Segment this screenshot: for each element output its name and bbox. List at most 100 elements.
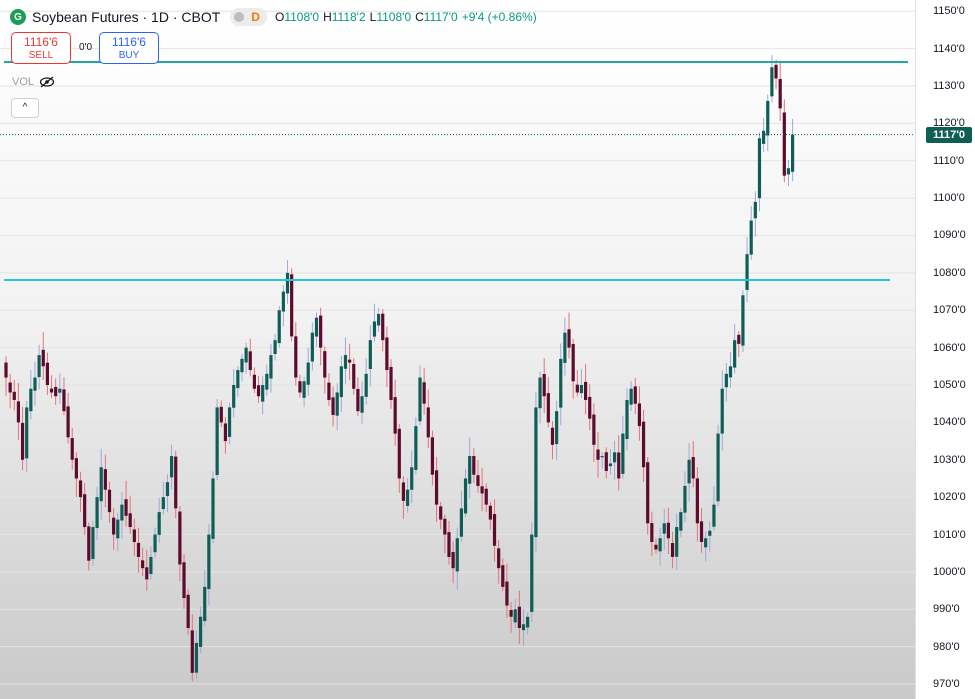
candle-body[interactable] bbox=[782, 112, 786, 176]
candle-body[interactable] bbox=[248, 351, 252, 371]
candle-body[interactable] bbox=[641, 421, 646, 468]
candle-body[interactable] bbox=[600, 456, 604, 458]
candle-body[interactable] bbox=[538, 377, 542, 409]
candle-body[interactable] bbox=[774, 64, 778, 79]
candle-body[interactable] bbox=[724, 373, 728, 388]
candle-body[interactable] bbox=[327, 382, 331, 400]
candle-body[interactable] bbox=[256, 385, 261, 397]
candle-body[interactable] bbox=[513, 609, 517, 623]
candle-body[interactable] bbox=[555, 411, 559, 445]
candle-body[interactable] bbox=[596, 449, 600, 460]
candle-body[interactable] bbox=[414, 426, 418, 470]
candle-body[interactable] bbox=[749, 220, 753, 255]
price-axis[interactable] bbox=[915, 0, 975, 699]
candle-body[interactable] bbox=[584, 381, 588, 400]
candle-body[interactable] bbox=[302, 381, 306, 398]
candle-body[interactable] bbox=[439, 506, 443, 520]
candle-body[interactable] bbox=[236, 370, 240, 389]
candle-body[interactable] bbox=[244, 347, 248, 363]
candle-body[interactable] bbox=[401, 482, 406, 501]
candle-body[interactable] bbox=[335, 392, 339, 416]
candle-body[interactable] bbox=[542, 374, 546, 397]
candle-body[interactable] bbox=[488, 505, 492, 520]
candle-body[interactable] bbox=[766, 100, 770, 136]
candle-body[interactable] bbox=[484, 488, 488, 505]
candle-body[interactable] bbox=[455, 538, 459, 572]
candle-body[interactable] bbox=[770, 67, 774, 97]
candle-body[interactable] bbox=[281, 291, 285, 312]
candle-body[interactable] bbox=[232, 385, 236, 408]
candle-body[interactable] bbox=[385, 337, 389, 371]
candle-body[interactable] bbox=[95, 497, 99, 528]
interval-pill[interactable]: D bbox=[230, 8, 267, 26]
candle-body[interactable] bbox=[215, 407, 219, 475]
candle-body[interactable] bbox=[691, 457, 695, 479]
candle-body[interactable] bbox=[468, 456, 472, 484]
candle-body[interactable] bbox=[277, 310, 281, 344]
candle-body[interactable] bbox=[8, 382, 12, 393]
candle-body[interactable] bbox=[451, 551, 455, 569]
candle-body[interactable] bbox=[372, 321, 377, 337]
candle-body[interactable] bbox=[447, 532, 451, 557]
candle-body[interactable] bbox=[733, 340, 737, 368]
candle-body[interactable] bbox=[704, 538, 708, 548]
candle-body[interactable] bbox=[25, 407, 29, 459]
candle-body[interactable] bbox=[571, 343, 575, 382]
candle-body[interactable] bbox=[227, 407, 232, 437]
candle-body[interactable] bbox=[410, 467, 414, 490]
candle-body[interactable] bbox=[356, 388, 360, 412]
candle-body[interactable] bbox=[33, 377, 37, 391]
candle-body[interactable] bbox=[509, 609, 513, 617]
candle-body[interactable] bbox=[712, 504, 716, 527]
candle-body[interactable] bbox=[190, 630, 194, 673]
candle-body[interactable] bbox=[592, 414, 596, 445]
candle-body[interactable] bbox=[675, 527, 679, 557]
candle-body[interactable] bbox=[699, 521, 704, 543]
candle-body[interactable] bbox=[29, 388, 33, 412]
candle-body[interactable] bbox=[617, 452, 621, 479]
candle-body[interactable] bbox=[145, 567, 149, 580]
candle-body[interactable] bbox=[157, 512, 161, 535]
candle-body[interactable] bbox=[505, 581, 509, 606]
candle-body[interactable] bbox=[269, 355, 273, 379]
price-chart[interactable] bbox=[0, 0, 915, 699]
candle-body[interactable] bbox=[306, 362, 310, 385]
volume-indicator[interactable]: VOL bbox=[12, 76, 55, 88]
candle-body[interactable] bbox=[240, 358, 244, 373]
candle-body[interactable] bbox=[20, 422, 25, 460]
candle-body[interactable] bbox=[650, 523, 654, 543]
candle-body[interactable] bbox=[207, 534, 211, 590]
candle-body[interactable] bbox=[323, 351, 327, 378]
candle-body[interactable] bbox=[463, 478, 468, 514]
candle-body[interactable] bbox=[310, 332, 314, 362]
candle-body[interactable] bbox=[360, 396, 364, 413]
candle-body[interactable] bbox=[120, 504, 124, 521]
candle-body[interactable] bbox=[174, 456, 178, 509]
candle-body[interactable] bbox=[741, 295, 745, 346]
candle-body[interactable] bbox=[364, 373, 368, 397]
candle-body[interactable] bbox=[128, 513, 132, 528]
candle-body[interactable] bbox=[99, 467, 103, 502]
candle-body[interactable] bbox=[422, 382, 426, 404]
candle-body[interactable] bbox=[83, 494, 87, 528]
candle-body[interactable] bbox=[745, 254, 749, 290]
candle-body[interactable] bbox=[219, 406, 223, 423]
candle-body[interactable] bbox=[687, 459, 691, 484]
candle-body[interactable] bbox=[331, 397, 335, 415]
candle-body[interactable] bbox=[666, 522, 670, 539]
candle-body[interactable] bbox=[737, 334, 741, 344]
candle-body[interactable] bbox=[728, 366, 733, 378]
candle-body[interactable] bbox=[70, 438, 74, 460]
candle-body[interactable] bbox=[418, 377, 422, 422]
candle-body[interactable] bbox=[41, 349, 45, 367]
candle-body[interactable] bbox=[637, 403, 642, 427]
candle-body[interactable] bbox=[625, 399, 629, 440]
candle-body[interactable] bbox=[397, 428, 401, 479]
candle-body[interactable] bbox=[198, 616, 203, 647]
collapse-button[interactable]: ^ bbox=[11, 98, 39, 118]
candle-body[interactable] bbox=[182, 562, 186, 599]
candle-body[interactable] bbox=[546, 393, 550, 423]
candle-body[interactable] bbox=[66, 406, 70, 438]
candle-body[interactable] bbox=[662, 523, 666, 534]
candle-body[interactable] bbox=[393, 397, 397, 434]
